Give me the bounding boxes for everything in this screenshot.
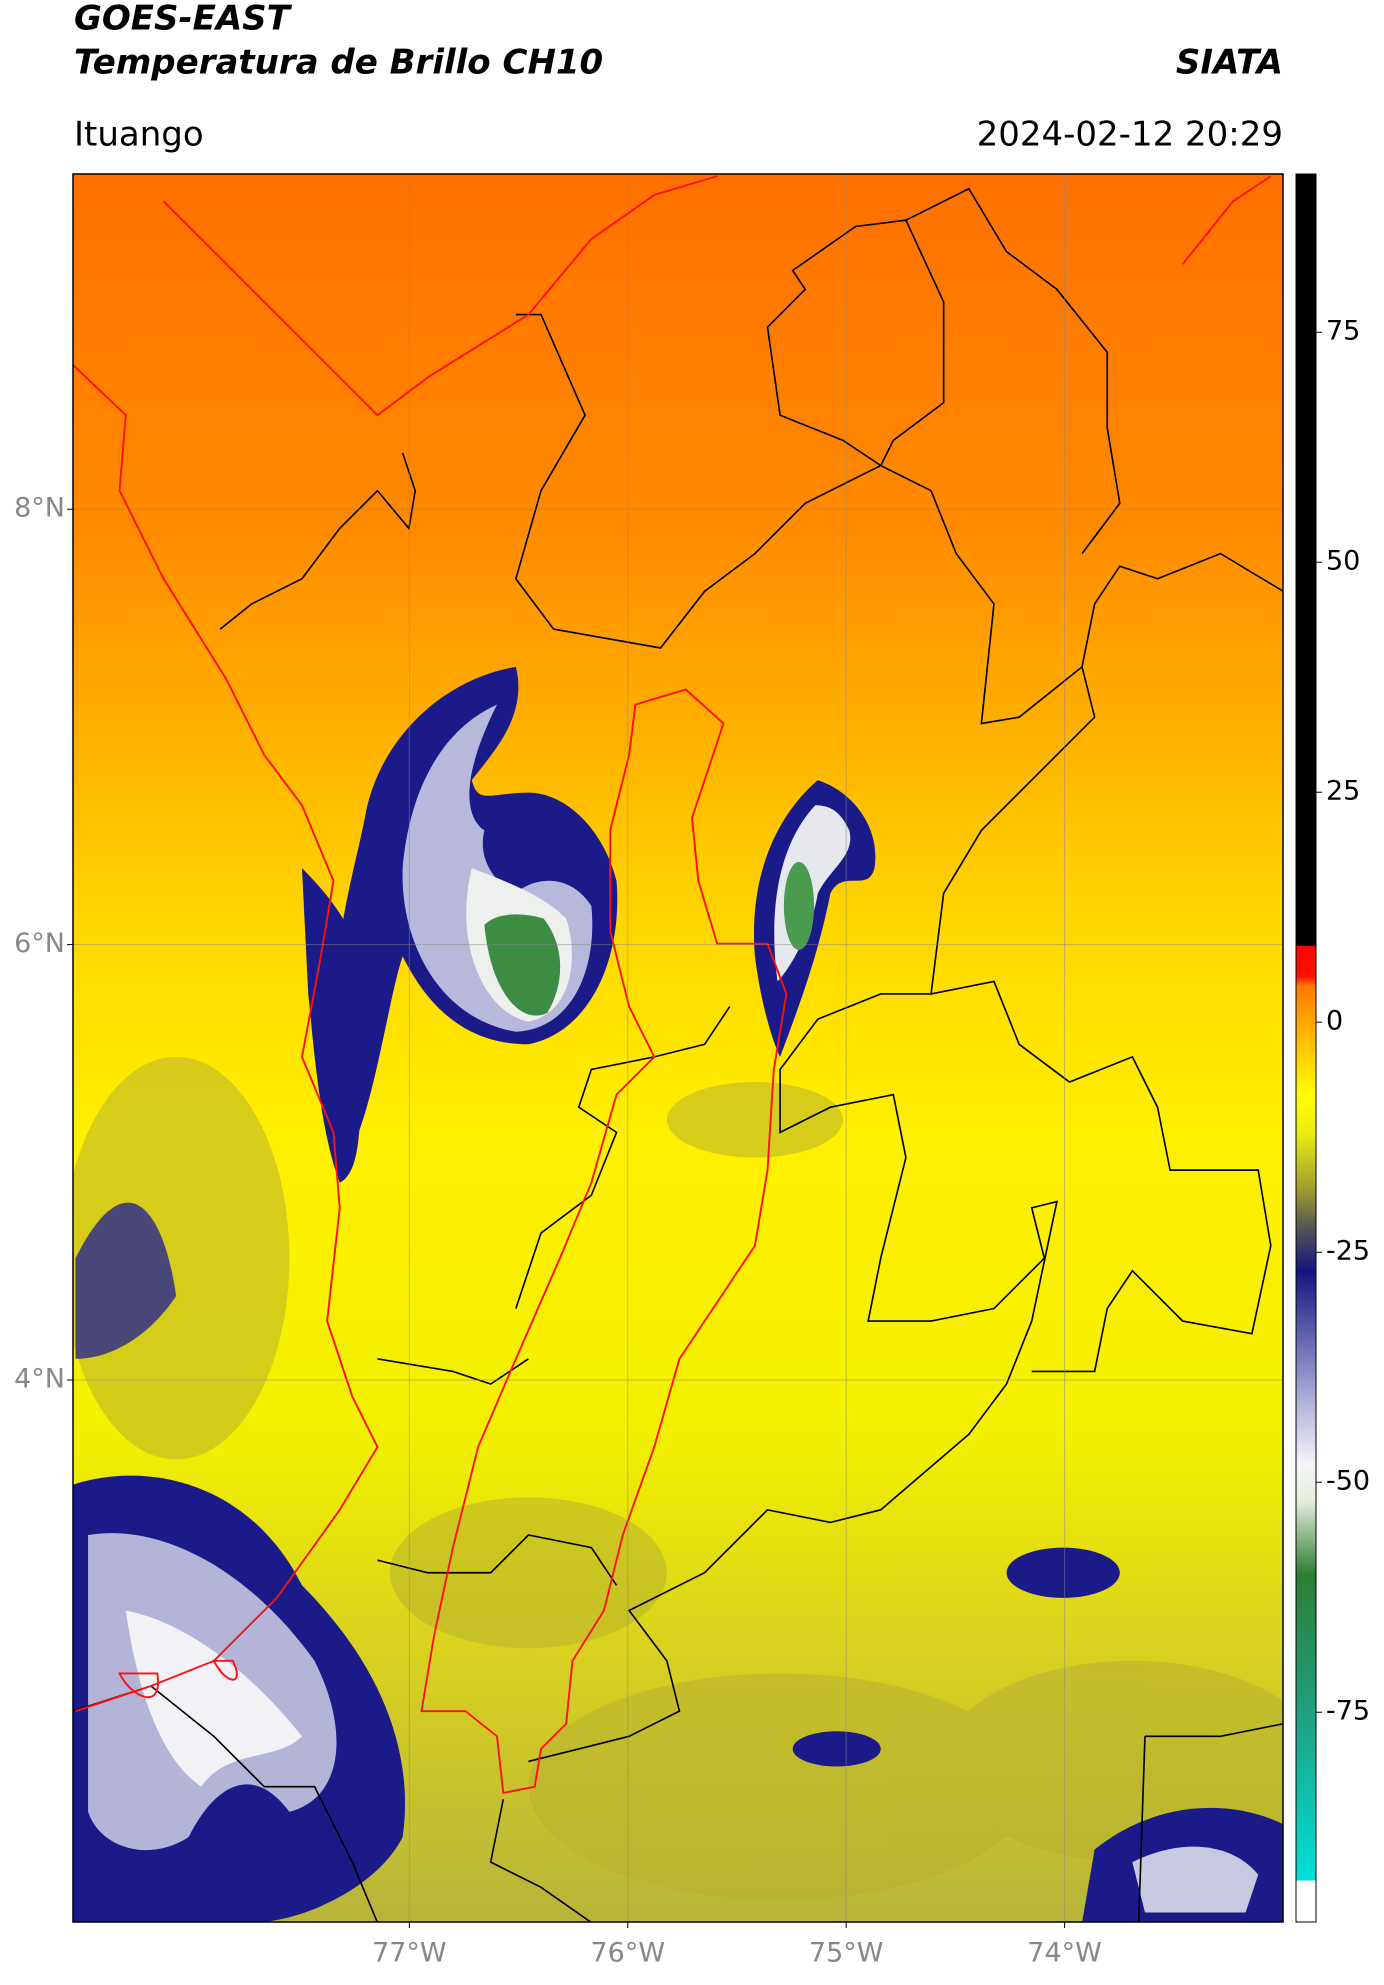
colorbar-tick-label: -75 bbox=[1326, 1696, 1370, 1727]
datetime: 2024-02-12 20:29 bbox=[977, 115, 1283, 155]
colorbar-segment bbox=[1296, 945, 1316, 977]
x-tick-label: 75°W bbox=[809, 1938, 884, 1969]
colorbar-frame bbox=[1295, 173, 1317, 1923]
colorbar-segment bbox=[1296, 1270, 1316, 1391]
colorbar-segment bbox=[1296, 174, 1316, 946]
x-tick-label: 76°W bbox=[590, 1938, 665, 1969]
y-tick-label: 8°N bbox=[14, 493, 65, 524]
colorbar-segment bbox=[1296, 1224, 1316, 1272]
map-imagery bbox=[72, 173, 1284, 1923]
colorbar-tick-label: -25 bbox=[1326, 1236, 1370, 1267]
x-tick-label: 77°W bbox=[372, 1938, 447, 1969]
title: GOES-EAST bbox=[74, 0, 293, 39]
colorbar-segment bbox=[1296, 1187, 1316, 1226]
y-tick-label: 6°N bbox=[14, 928, 65, 959]
colorbar-segment bbox=[1296, 985, 1316, 1051]
colorbar-segment bbox=[1296, 1500, 1316, 1575]
colorbar-segment bbox=[1296, 1132, 1316, 1189]
colorbar-segment bbox=[1296, 1390, 1316, 1465]
colorbar-segment bbox=[1296, 944, 1316, 947]
source: SIATA bbox=[1176, 43, 1283, 83]
x-tick-label: 74°W bbox=[1027, 1938, 1102, 1969]
location: Ituango bbox=[74, 115, 204, 155]
y-tick-label: 4°N bbox=[14, 1363, 65, 1394]
colorbar-segment bbox=[1296, 1049, 1316, 1097]
colorbar-tick-label: 75 bbox=[1326, 316, 1360, 347]
colorbar-tick-label: 50 bbox=[1326, 546, 1360, 577]
colorbar-segment bbox=[1296, 1095, 1316, 1134]
colorbar-tick-label: 25 bbox=[1326, 776, 1360, 807]
colorbar-segment bbox=[1296, 976, 1316, 986]
colorbar-tick-label: -50 bbox=[1326, 1466, 1370, 1497]
colorbar-segment bbox=[1296, 1463, 1316, 1502]
colorbar-segment bbox=[1296, 1879, 1316, 1882]
colorbar-segment bbox=[1296, 1880, 1316, 1923]
map-frame bbox=[72, 173, 1284, 1923]
colorbar-tick-label: 0 bbox=[1326, 1006, 1343, 1037]
colorbar-segment bbox=[1296, 1712, 1316, 1881]
colorbar-segment bbox=[1296, 1574, 1316, 1713]
subtitle: Temperatura de Brillo CH10 bbox=[74, 43, 603, 83]
